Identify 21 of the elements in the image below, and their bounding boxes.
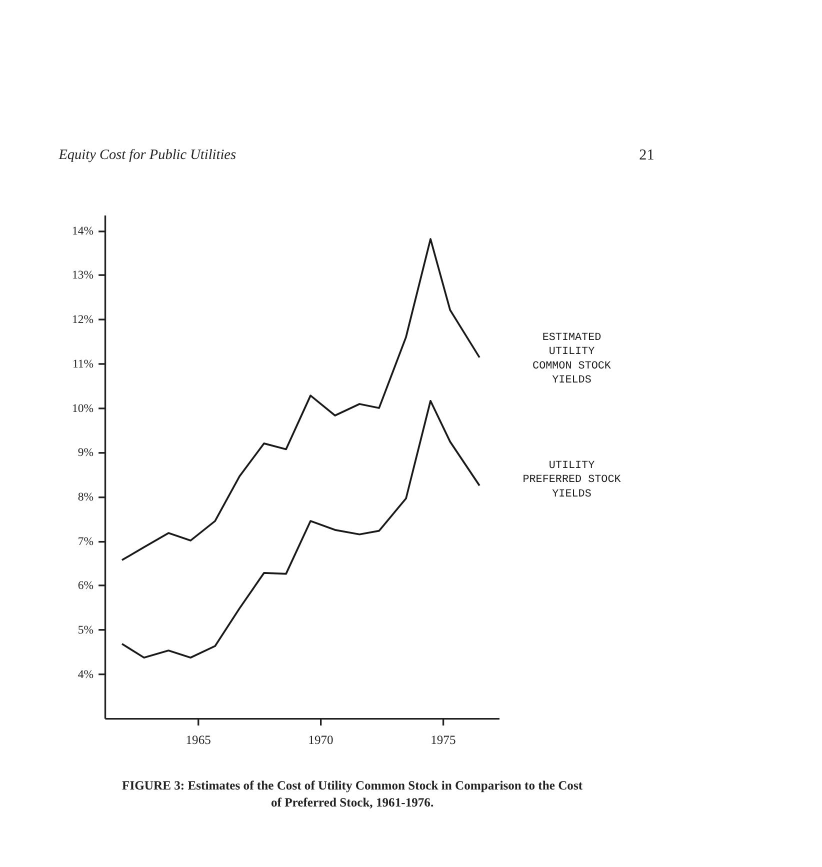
y-tick-label: 13% bbox=[72, 268, 94, 282]
y-tick-label: 9% bbox=[78, 446, 94, 460]
y-tick-label: 8% bbox=[78, 490, 94, 504]
line-series bbox=[121, 400, 480, 659]
text: Equity Cost for Public Utilities bbox=[58, 146, 236, 163]
text: UTILITY PREFERRED STOCK YIELDS bbox=[522, 460, 622, 500]
y-tick-label: 11% bbox=[72, 357, 94, 370]
y-tick-label: 6% bbox=[78, 579, 94, 592]
y-tick-label: 5% bbox=[78, 623, 94, 636]
text: 21 bbox=[639, 148, 654, 164]
y-tick-label: 14% bbox=[72, 224, 94, 238]
y-tick-label: 10% bbox=[72, 402, 94, 415]
y-tick-label: 7% bbox=[78, 534, 94, 548]
y-tick-label: 12% bbox=[72, 313, 94, 326]
y-tick-label: 4% bbox=[78, 668, 94, 681]
x-tick-label: 1965 bbox=[186, 732, 211, 747]
x-tick-label: 1975 bbox=[430, 732, 456, 747]
x-tick-label: 1970 bbox=[308, 732, 334, 747]
line-series bbox=[121, 238, 480, 561]
text: FIGURE 3: Estimates of the Cost of Utility Common Stock in Comparison to the Cost of Preferred Stock, 1961-1976. bbox=[122, 778, 584, 810]
text: ESTIMATED UTILITY COMMON STOCK YIELDS bbox=[532, 332, 612, 387]
